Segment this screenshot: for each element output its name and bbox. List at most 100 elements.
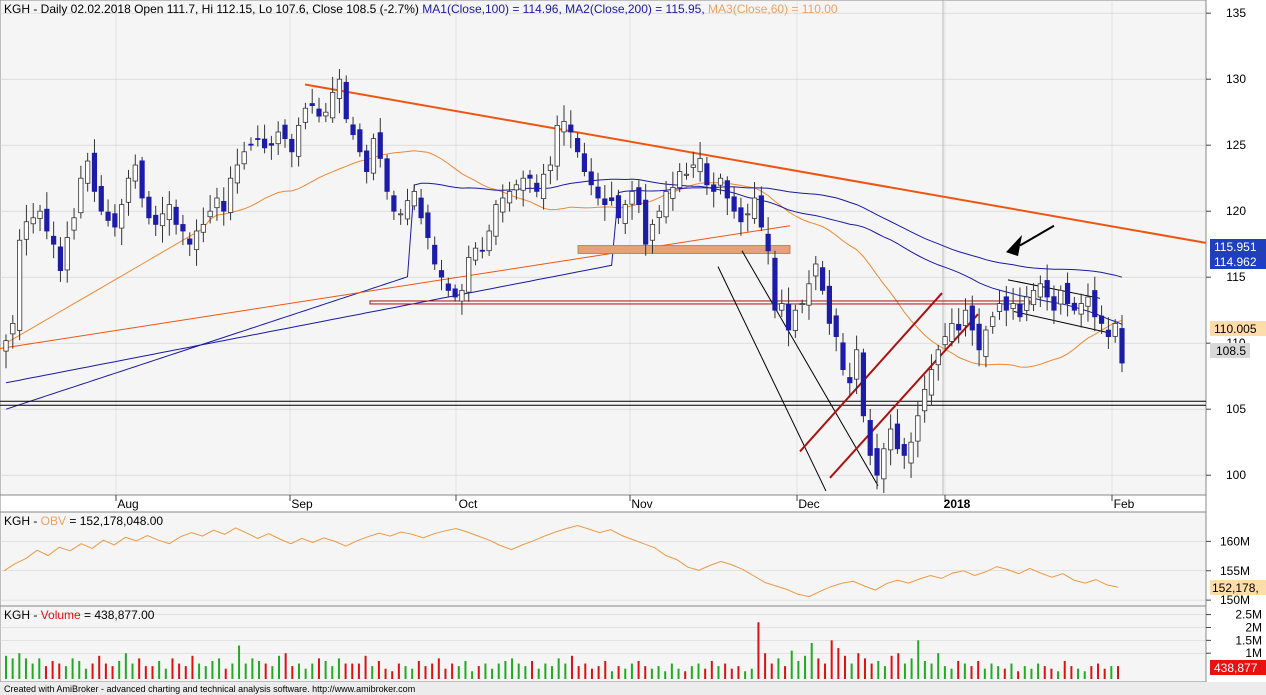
volume-bar-down: [351, 663, 354, 679]
volume-bar-down: [724, 663, 727, 679]
candle-down: [316, 108, 322, 117]
volume-bar-down: [384, 668, 387, 679]
volume-bar-up: [1077, 668, 1080, 679]
candle-down: [1098, 315, 1105, 324]
volume-bar-down: [857, 653, 860, 679]
candle-up: [554, 125, 560, 167]
volume-bar-up: [5, 655, 7, 679]
volume-bar-up: [24, 658, 27, 679]
candle-up: [1037, 283, 1043, 298]
volume-bar-up: [158, 660, 161, 679]
volume-bars: [5, 622, 1119, 679]
volume-bar-up: [457, 666, 460, 679]
candle-up: [336, 78, 343, 99]
volume-bar-down: [577, 666, 580, 679]
volume-bar-up: [31, 663, 34, 679]
date-tick-label: Oct: [459, 497, 478, 511]
volume-bar-up: [690, 666, 693, 679]
volume-bar-down: [171, 658, 174, 679]
obv-tick-label: 155M: [1220, 564, 1250, 578]
volume-bar-up: [64, 666, 67, 679]
candle-up: [159, 213, 166, 227]
obv-pane: [0, 511, 1207, 607]
volume-bar-down: [970, 666, 973, 679]
header-ma2: MA2(Close,200) = 115.95,: [565, 2, 705, 16]
volume-bar-up: [810, 642, 813, 679]
volume-bar-down: [391, 671, 394, 679]
volume-bar-down: [98, 655, 101, 679]
date-axis-labels: Aug Sep Oct Nov Dec 2018 Feb: [115, 495, 1135, 511]
volume-bar-up: [963, 663, 966, 679]
candle-down: [91, 152, 98, 192]
volume-bar-up: [517, 663, 520, 679]
candle-down: [309, 103, 315, 106]
volume-bar-down: [770, 663, 773, 679]
volume-bar-up: [198, 663, 201, 679]
candle-up: [1058, 289, 1064, 305]
trend-lines: [0, 83, 1207, 492]
volume-bar-down: [897, 653, 900, 679]
candle-down: [384, 158, 390, 192]
volume-bar-down: [357, 663, 360, 679]
candle-up: [17, 239, 23, 331]
header-symbol: KGH: [4, 2, 30, 16]
volume-bar-up: [670, 663, 673, 679]
volume-bar-up: [11, 658, 14, 679]
volume-bar-down: [377, 660, 380, 679]
volume-bar-up: [231, 663, 234, 679]
volume-bar-down: [590, 668, 593, 679]
volume-bar-down: [444, 668, 447, 679]
candle-up: [30, 217, 36, 225]
volume-bar-up: [164, 668, 167, 679]
volume-bar-up: [218, 658, 221, 679]
candle-down: [840, 342, 846, 371]
volume-bar-down: [531, 660, 534, 679]
candle-down: [248, 143, 254, 146]
volume-tick-label: 2.5M: [1235, 608, 1262, 622]
candle-up: [296, 125, 302, 157]
footer-credit: Created with AmiBroker - advanced charti…: [4, 684, 415, 694]
volume-bar-up: [624, 668, 627, 679]
candle-up: [996, 303, 1003, 312]
volume-bar-down: [757, 622, 760, 679]
volume-bar-up: [903, 663, 906, 679]
volume-bar-up: [850, 663, 853, 679]
volume-bar-down: [178, 663, 181, 679]
candle-up: [670, 187, 676, 199]
candle-down: [867, 420, 873, 456]
volume-bar-up: [297, 663, 300, 679]
candle-down: [1044, 280, 1050, 298]
volume-bar-up: [610, 671, 613, 679]
candle-down: [1017, 303, 1023, 318]
candle-down: [785, 303, 792, 331]
volume-bar-up: [1037, 663, 1040, 679]
volume-bar-up: [78, 660, 81, 679]
candle-up: [23, 221, 30, 240]
candle-up: [71, 217, 77, 231]
obv-badge: [1210, 580, 1266, 595]
ma1-badge-text: 114.962: [1214, 255, 1257, 269]
candle-up: [132, 164, 138, 182]
candle-up: [330, 92, 336, 119]
volume-bar-down: [191, 655, 194, 679]
volume-bar-up: [790, 650, 793, 679]
candle-up: [302, 107, 309, 123]
candle-down: [976, 323, 982, 351]
volume-bar-down: [764, 653, 767, 679]
candle-down: [105, 211, 111, 221]
ma3-badge: [1210, 321, 1266, 336]
volume-bar-up: [251, 658, 254, 679]
candle-up: [779, 303, 785, 311]
volume-bar-down: [1017, 671, 1020, 679]
candle-down: [643, 199, 649, 245]
candle-up: [949, 322, 955, 342]
volume-bar-up: [331, 666, 334, 679]
volume-bar-down: [1070, 666, 1073, 679]
volume-bar-up: [371, 666, 374, 679]
volume-bar-down: [843, 655, 846, 679]
candle-down: [153, 214, 159, 225]
volume-bar-down: [684, 671, 687, 679]
candle-up: [207, 210, 213, 218]
candle-up: [1010, 303, 1016, 309]
